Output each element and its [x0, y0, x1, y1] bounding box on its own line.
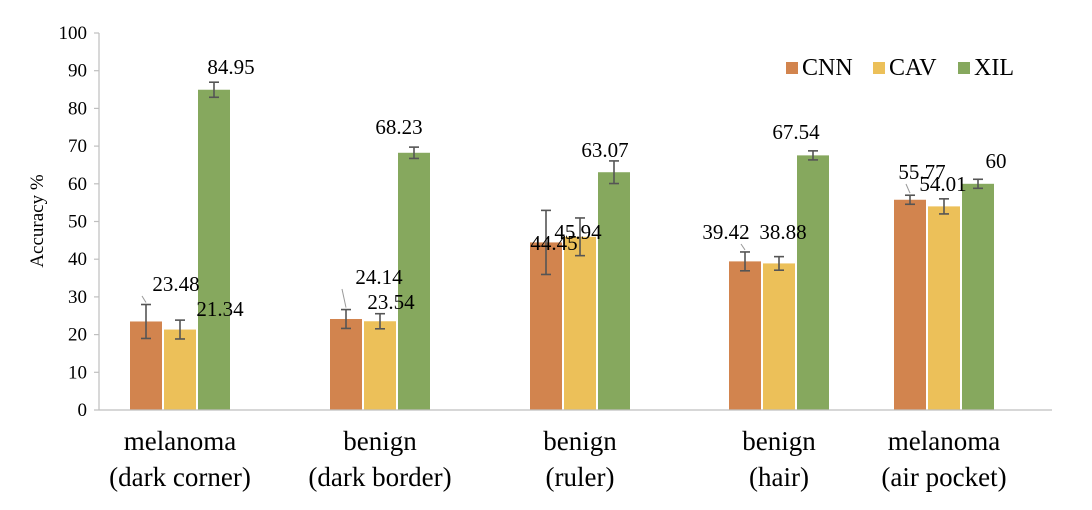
- error-bar: [175, 319, 185, 340]
- legend-item-cav: CAV: [873, 55, 937, 81]
- error-bar: [774, 255, 784, 272]
- bar-cav: [164, 329, 196, 410]
- data-label-xil: 84.95: [207, 55, 254, 79]
- error-bar: [575, 217, 585, 257]
- y-tick-label: 100: [59, 23, 88, 44]
- data-label-cnn: 55.77: [898, 160, 945, 184]
- label-leader-line: [905, 183, 911, 194]
- x-category-label: (air pocket): [881, 462, 1006, 492]
- error-bar: [808, 150, 818, 161]
- bar-cnn: [729, 261, 761, 410]
- x-category-label: benign: [543, 426, 617, 456]
- error-bar: [375, 312, 385, 330]
- y-tick-label: 30: [68, 287, 87, 308]
- bar-xil: [598, 172, 630, 410]
- x-category-label: melanoma: [888, 426, 1000, 456]
- error-bar: [209, 81, 219, 99]
- y-tick-label: 70: [68, 136, 87, 157]
- bar-xil: [962, 183, 994, 410]
- x-category-label: (dark border): [308, 462, 451, 492]
- data-label-xil: 63.07: [581, 138, 628, 162]
- y-tick-label: 90: [68, 61, 87, 82]
- y-tick-label: 10: [68, 362, 87, 383]
- bar-xil: [797, 155, 829, 410]
- data-label-cav: 38.88: [759, 220, 806, 244]
- data-label-cnn: 39.42: [702, 220, 749, 244]
- bar-cav: [364, 321, 396, 410]
- bar-xil: [398, 152, 430, 411]
- y-tick-label: 60: [68, 174, 87, 195]
- bar-cav: [763, 263, 795, 410]
- bar-cnn: [894, 199, 926, 410]
- legend-label: CNN: [802, 55, 853, 81]
- data-label-cav: 54.01: [919, 172, 966, 196]
- bar-cav: [564, 236, 596, 410]
- label-leader-line: [341, 288, 347, 308]
- data-label-xil: 67.54: [772, 120, 820, 144]
- error-bar: [141, 303, 151, 340]
- data-label-cav: 45.94: [554, 220, 602, 244]
- error-bar: [905, 194, 915, 206]
- y-tick-label: 20: [68, 325, 87, 346]
- bar-cav: [928, 206, 960, 410]
- legend-label: CAV: [889, 55, 937, 81]
- bar-xil: [198, 89, 230, 411]
- legend-item-cnn: CNN: [786, 55, 853, 81]
- x-category-label: benign: [742, 426, 816, 456]
- label-leader-line: [141, 295, 147, 303]
- label-leader-line: [740, 243, 746, 251]
- legend: CNN CAV XIL: [786, 55, 1014, 81]
- error-bar: [609, 160, 619, 185]
- category-labels: melanoma (dark corner) benign (dark border)…: [109, 426, 1006, 492]
- data-label-cav: 21.34: [196, 297, 244, 321]
- data-label-cav: 23.54: [367, 290, 415, 314]
- bars: [130, 89, 994, 411]
- y-tick-label: 40: [68, 249, 87, 270]
- data-label-xil: 60: [986, 149, 1007, 173]
- legend-swatch: [873, 62, 885, 74]
- y-axis: 0 10 20 30 40 50 60 70 80 90 100: [59, 23, 100, 421]
- legend-item-xil: XIL: [958, 55, 1014, 81]
- error-bar: [939, 198, 949, 215]
- data-label-cnn: 24.14: [355, 265, 403, 289]
- y-tick-label: 80: [68, 98, 87, 119]
- error-bar: [973, 178, 983, 190]
- error-bar: [409, 146, 419, 160]
- error-bar: [541, 209, 551, 276]
- data-label-xil: 68.23: [375, 115, 422, 139]
- x-category-label: (hair): [749, 462, 809, 492]
- y-tick-label: 0: [78, 400, 88, 421]
- x-category-label: (dark corner): [109, 462, 251, 492]
- x-category-label: (ruler): [546, 462, 615, 492]
- data-label-cnn: 44.45: [530, 231, 577, 255]
- bar-cnn: [330, 318, 362, 410]
- error-bar: [341, 308, 351, 330]
- legend-swatch: [958, 62, 970, 74]
- x-category-label: melanoma: [124, 426, 236, 456]
- legend-swatch: [786, 62, 798, 74]
- y-axis-label: Accuracy %: [27, 174, 48, 268]
- data-labels: 23.48 24.14 44.45 39.42 55.77 21.34 23.54 45.94…: [141, 55, 1007, 321]
- x-category-label: benign: [343, 426, 417, 456]
- y-tick-label: 50: [68, 212, 87, 233]
- error-bars: [141, 81, 983, 340]
- data-label-cnn: 23.48: [152, 272, 199, 296]
- legend-label: XIL: [974, 55, 1014, 81]
- error-bar: [740, 251, 750, 272]
